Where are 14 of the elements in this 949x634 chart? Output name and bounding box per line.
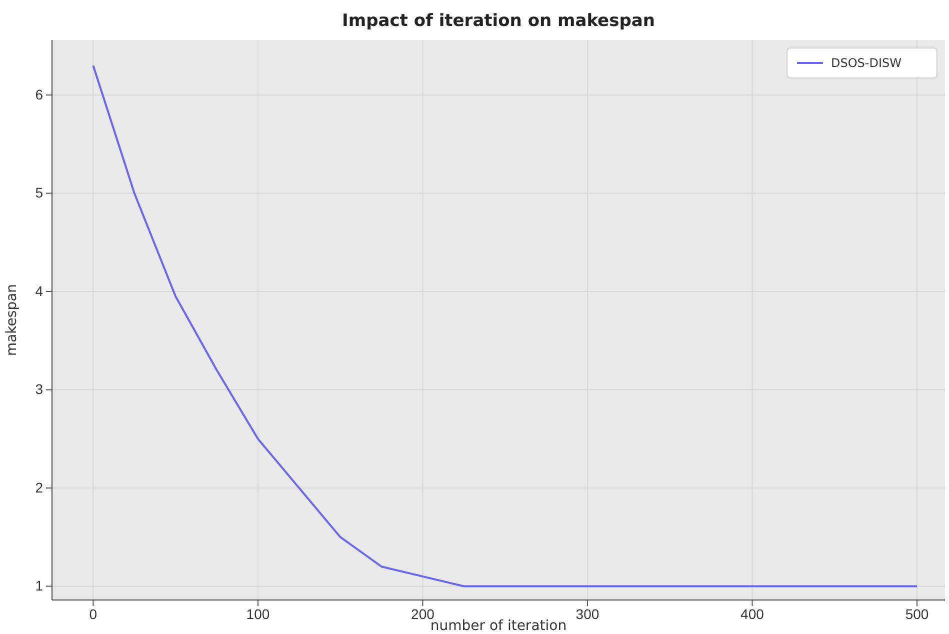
y-tick-label: 6 — [35, 86, 44, 102]
x-tick-label: 100 — [246, 606, 270, 622]
y-tick-label: 4 — [35, 282, 44, 299]
y-tick-label: 2 — [35, 479, 44, 496]
y-tick-label: 5 — [35, 184, 44, 201]
x-tick-label: 300 — [576, 606, 600, 622]
y-axis-title: makespan — [4, 284, 20, 356]
y-tick-label: 3 — [35, 381, 44, 398]
y-tick-label: 1 — [35, 578, 44, 594]
x-tick-label: 0 — [89, 606, 98, 622]
chart-title: Impact of iteration on makespan — [342, 11, 655, 31]
x-tick-label: 500 — [905, 606, 929, 622]
x-tick-label: 400 — [740, 606, 764, 622]
legend-label: DSOS-DISW — [831, 56, 902, 70]
